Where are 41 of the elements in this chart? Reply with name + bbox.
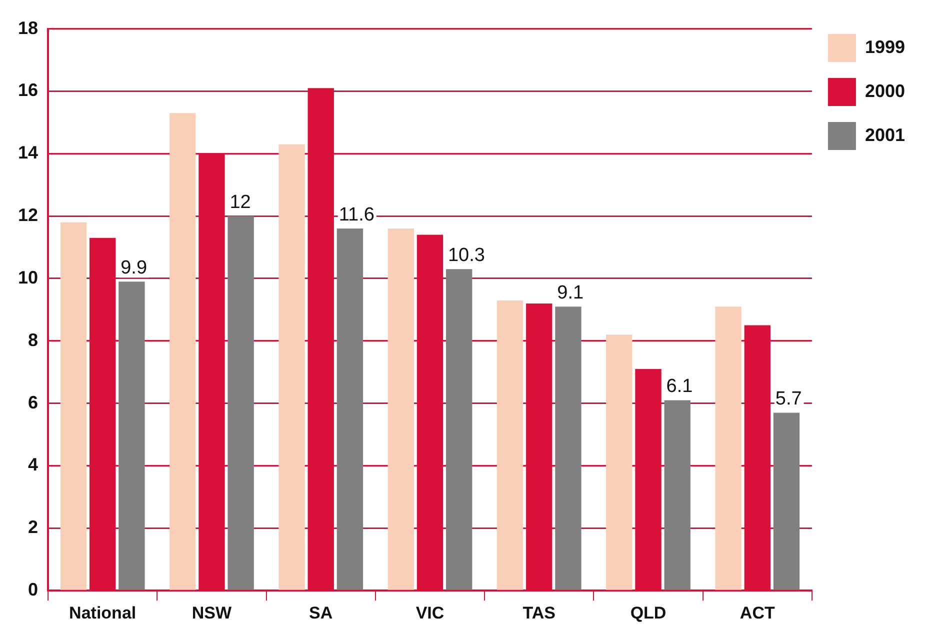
bar (606, 334, 632, 590)
data-label: 9.1 (557, 282, 584, 304)
legend-label: 1999 (864, 36, 906, 57)
bar (773, 412, 800, 590)
x-tick-label: SA (309, 603, 333, 622)
y-tick-label: 16 (18, 80, 38, 100)
bar (170, 113, 196, 590)
data-label: 5.7 (775, 388, 802, 410)
bar (336, 228, 364, 590)
data-label: 9.9 (120, 257, 148, 278)
x-tick-label: TAS (522, 603, 556, 622)
y-tick-label: 8 (28, 330, 38, 350)
data-label: 11.6 (338, 204, 374, 226)
bar (228, 216, 254, 590)
x-tick-label: NSW (192, 603, 232, 622)
bar (118, 282, 145, 590)
data-label: 6.1 (666, 376, 693, 397)
y-tick-label: 14 (18, 142, 38, 163)
y-tick-label: 4 (28, 454, 38, 475)
y-tick-label: 2 (28, 517, 38, 538)
bar (555, 306, 582, 590)
bar (278, 144, 305, 590)
legend-label: 2001 (864, 124, 906, 145)
data-label: 10.3 (448, 244, 485, 266)
y-tick-label: 18 (18, 18, 38, 38)
x-tick-label: ACT (740, 603, 776, 622)
x-tick-label: VIC (416, 603, 444, 622)
data-label: 12 (230, 192, 251, 213)
bar (496, 300, 524, 590)
bar (60, 222, 87, 590)
y-tick-label: 6 (28, 392, 38, 412)
y-tick-label: 12 (18, 205, 38, 226)
y-tick-label: 0 (28, 580, 38, 600)
x-tick-label: QLD (630, 603, 666, 622)
bar (446, 269, 472, 590)
bar (388, 228, 414, 590)
bar (664, 400, 690, 590)
legend-label: 2000 (864, 80, 906, 101)
bar (715, 306, 742, 590)
y-tick-label: 10 (18, 267, 38, 288)
x-tick-label: National (69, 603, 136, 622)
